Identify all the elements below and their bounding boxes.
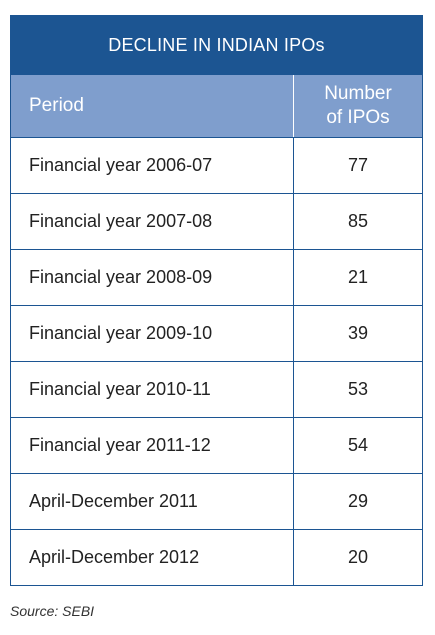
row-period: Financial year 2010-11 <box>11 362 294 417</box>
table-title: DECLINE IN INDIAN IPOs <box>11 16 422 75</box>
row-period: April-December 2012 <box>11 530 294 585</box>
header-period: Period <box>11 75 294 137</box>
table-row: Financial year 2010-11 53 <box>11 362 422 418</box>
header-number-of-ipos: Number of IPOs <box>294 75 422 137</box>
table-row: April-December 2011 29 <box>11 474 422 530</box>
row-value: 85 <box>347 211 369 231</box>
row-period: Financial year 2011-12 <box>11 418 294 473</box>
header-number-line1: Number <box>324 83 392 104</box>
table-row: Financial year 2008-09 21 <box>11 250 422 306</box>
table-row: Financial year 2011-12 54 <box>11 418 422 474</box>
ipo-table: DECLINE IN INDIAN IPOs Period Number of … <box>10 15 423 586</box>
row-period: Financial year 2006-07 <box>11 138 294 193</box>
row-value: 29 <box>347 491 369 511</box>
table-row: Financial year 2007-08 85 <box>11 194 422 250</box>
row-period: Financial year 2007-08 <box>11 194 294 249</box>
table-row: April-December 2012 20 <box>11 530 422 585</box>
row-period: Financial year 2008-09 <box>11 250 294 305</box>
source-note: Source: SEBI <box>10 603 95 619</box>
row-value: 39 <box>347 323 369 343</box>
row-value: 53 <box>347 379 369 399</box>
row-value: 20 <box>347 547 369 567</box>
table-row: Financial year 2009-10 39 <box>11 306 422 362</box>
row-value: 54 <box>347 435 369 455</box>
table-row: Financial year 2006-07 77 <box>11 138 422 194</box>
row-value: 77 <box>347 155 369 175</box>
row-value: 21 <box>347 267 369 287</box>
row-period: Financial year 2009-10 <box>11 306 294 361</box>
row-period: April-December 2011 <box>11 474 294 529</box>
table-header: Period Number of IPOs <box>11 75 422 138</box>
header-number-line2: of IPOs <box>326 107 390 128</box>
